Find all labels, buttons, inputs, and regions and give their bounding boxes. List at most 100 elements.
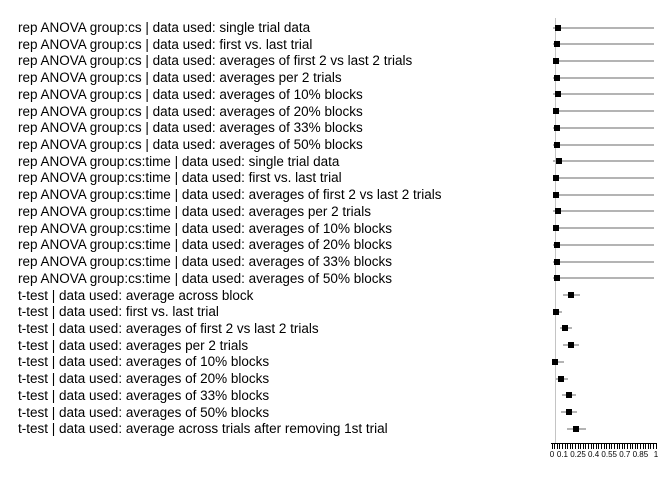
row-label: rep ANOVA group:cs | data used: averages… [18,120,363,136]
row-label: t-test | data used: average across trial… [18,421,388,437]
error-bar [552,126,654,129]
x-axis-tick [606,443,608,449]
data-point [554,91,561,98]
x-axis-tick [569,443,571,449]
data-point [552,358,559,365]
x-axis-tick [608,443,610,449]
x-axis-tick [629,443,631,449]
x-axis-tick [572,443,574,449]
x-axis-tick [598,443,600,449]
error-bar [552,93,654,96]
row-label: t-test | data used: averages of first 2 … [18,320,319,336]
error-bar [552,143,654,146]
x-axis-tick [639,443,641,449]
x-axis-tick [600,443,602,449]
error-bar [552,160,654,163]
row-label: t-test | data used: averages of 50% bloc… [18,404,270,420]
row-label: rep ANOVA group:cs | data used: averages… [18,86,363,102]
data-point [554,241,561,248]
data-point [554,275,561,282]
x-axis-tick [634,443,636,449]
x-axis-tick [626,443,628,449]
x-axis-tick [577,443,579,449]
error-bar [552,110,654,113]
x-axis-tick [554,443,556,449]
error-bar [552,210,654,213]
data-point [552,225,559,232]
error-bar [552,176,654,179]
data-point [552,191,559,198]
error-bar [552,43,654,46]
x-axis-tick [551,443,553,449]
data-point [562,325,569,332]
data-point [567,342,574,349]
row-label: rep ANOVA group:cs:time | data used: ave… [18,203,371,219]
row-label: rep ANOVA group:cs:time | data used: ave… [18,187,442,203]
x-axis-tick [655,443,657,449]
row-label: rep ANOVA group:cs | data used: averages… [18,53,413,69]
row-label: t-test | data used: averages per 2 trial… [18,337,249,353]
data-point [565,392,572,399]
data-point [553,141,560,148]
error-bar [552,193,654,196]
x-axis-tick [619,443,621,449]
x-axis-tick [637,443,639,449]
x-axis-tick [603,443,605,449]
x-axis-tick [650,443,652,449]
data-point [565,409,572,416]
x-axis-tick [613,443,615,449]
data-point [554,124,561,131]
row-label: rep ANOVA group:cs:time | data used: sin… [18,153,340,169]
row-label: rep ANOVA group:cs | data used: first vs… [18,36,313,52]
x-axis-tick [621,443,623,449]
row-label: t-test | data used: averages of 10% bloc… [18,354,270,370]
error-bar [552,76,654,79]
error-bar [552,227,654,230]
row-label: rep ANOVA group:cs:time | data used: ave… [18,237,392,253]
data-point [553,108,560,115]
error-bar [552,277,654,280]
row-label: rep ANOVA group:cs | data used: single t… [18,20,311,35]
row-label: rep ANOVA group:cs:time | data used: ave… [18,270,392,286]
data-point [554,208,561,215]
x-axis-tick [642,443,644,449]
x-axis-tick [632,443,634,449]
x-axis-tick [574,443,576,449]
data-point [554,24,561,31]
x-axis-tick [652,443,654,449]
data-point [553,57,560,64]
error-bar [552,243,654,246]
x-axis-tick-label: 0.55 [601,450,617,459]
x-axis-tick [564,443,566,449]
x-axis-tick [611,443,613,449]
x-axis-tick-label: 0.7 [619,450,631,459]
x-axis-tick-label: 1 [653,450,659,459]
data-point [554,258,561,265]
x-axis-tick [587,443,589,449]
row-label: rep ANOVA group:cs | data used: averages… [18,103,363,119]
x-axis-tick [567,443,569,449]
error-bar [552,260,654,263]
row-label: t-test | data used: averages of 20% bloc… [18,371,270,387]
data-point [568,292,575,299]
data-point [555,158,562,165]
row-label: t-test | data used: averages of 33% bloc… [18,387,270,403]
error-bar [552,59,654,62]
x-axis-tick-label: 0.25 [570,450,586,459]
x-axis-tick [647,443,649,449]
x-axis-tick [582,443,584,449]
row-label: t-test | data used: first vs. last trial [18,304,219,320]
x-axis-tick [580,443,582,449]
data-point [554,74,561,81]
x-axis-tick-label: 0.1 [556,450,568,459]
x-axis-tick [590,443,592,449]
x-axis-tick-label: 0.85 [632,450,649,459]
x-axis-tick [556,443,558,449]
row-label: rep ANOVA group:cs:time | data used: fir… [18,170,342,186]
x-axis-tick [561,443,563,449]
x-axis-tick [595,443,597,449]
data-point [553,41,560,48]
row-label: t-test | data used: average across block [18,287,254,303]
x-axis-tick [585,443,587,449]
data-point [553,308,560,315]
